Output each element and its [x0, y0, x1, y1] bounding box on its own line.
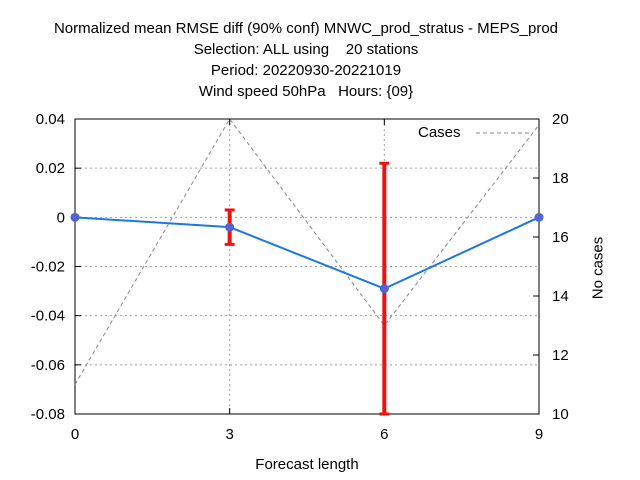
- chart-title-line-4: Wind speed 50hPa Hours: {09}: [198, 83, 414, 100]
- x-tick-label: 0: [71, 426, 79, 443]
- plot-frame: [74, 118, 540, 415]
- chart-title-line-2: Selection: ALL using 20 stations: [193, 41, 419, 58]
- y-tick-label: -0.04: [31, 308, 65, 325]
- chart-title-line-3: Period: 20220930-20221019: [210, 62, 402, 79]
- legend-label-cases: Cases: [418, 124, 461, 141]
- y-tick-label: -0.06: [31, 357, 65, 374]
- x-tick-label: 9: [535, 426, 543, 443]
- y2-tick-label: 16: [552, 229, 569, 246]
- y2-tick-label: 10: [552, 406, 569, 423]
- x-tick-label: 3: [225, 426, 233, 443]
- y-tick-label: -0.08: [31, 406, 65, 423]
- y-tick-label: 0: [57, 209, 65, 226]
- y-tick-label: -0.02: [31, 259, 65, 276]
- rmse-diff-data-point: [225, 222, 235, 232]
- rmse-diff-data-point: [379, 284, 389, 294]
- y-tick-label: 0.02: [36, 160, 65, 177]
- rmse-diff-series-line: [74, 216, 540, 290]
- rmse-diff-data-point: [534, 212, 544, 222]
- y2-tick-label: 14: [552, 288, 569, 305]
- x-tick-label: 6: [380, 426, 388, 443]
- chart-title-line-1: Normalized mean RMSE diff (90% conf) MNW…: [53, 20, 559, 37]
- x-axis-label: Forecast length: [255, 456, 359, 473]
- y-tick-label: 0.04: [36, 111, 65, 128]
- y2-axis-label: No cases: [589, 236, 607, 300]
- rmse-diff-data-point: [70, 212, 80, 222]
- y2-tick-label: 20: [552, 111, 569, 128]
- cases-series-line: [74, 118, 540, 385]
- y2-tick-label: 18: [552, 170, 569, 187]
- y2-tick-label: 12: [552, 347, 569, 364]
